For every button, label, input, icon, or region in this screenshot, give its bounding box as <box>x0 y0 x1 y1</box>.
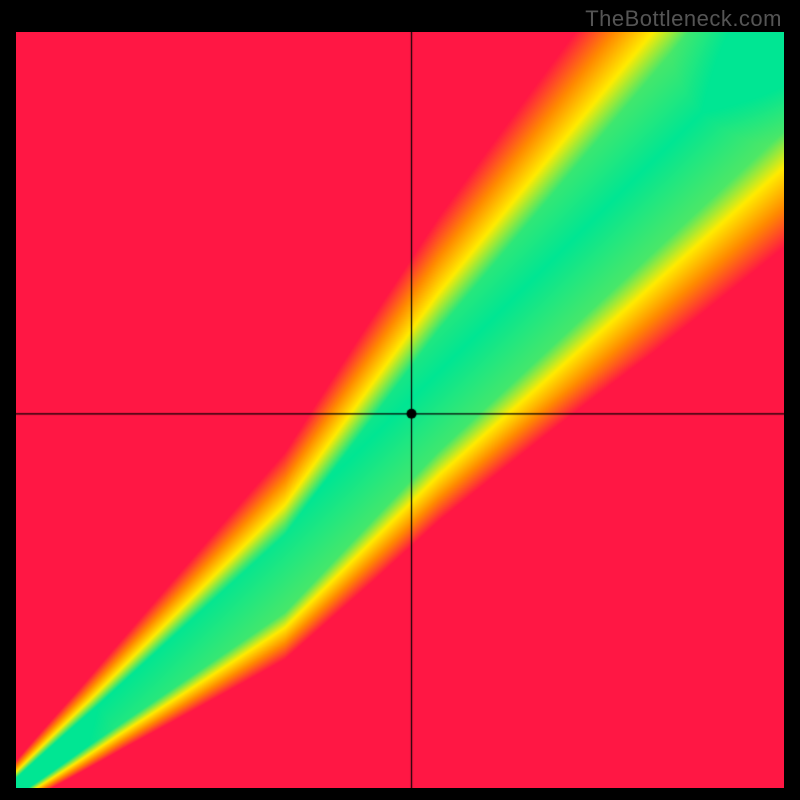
watermark-text: TheBottleneck.com <box>585 6 782 32</box>
bottleneck-heatmap <box>16 32 784 788</box>
chart-container: TheBottleneck.com <box>0 0 800 800</box>
